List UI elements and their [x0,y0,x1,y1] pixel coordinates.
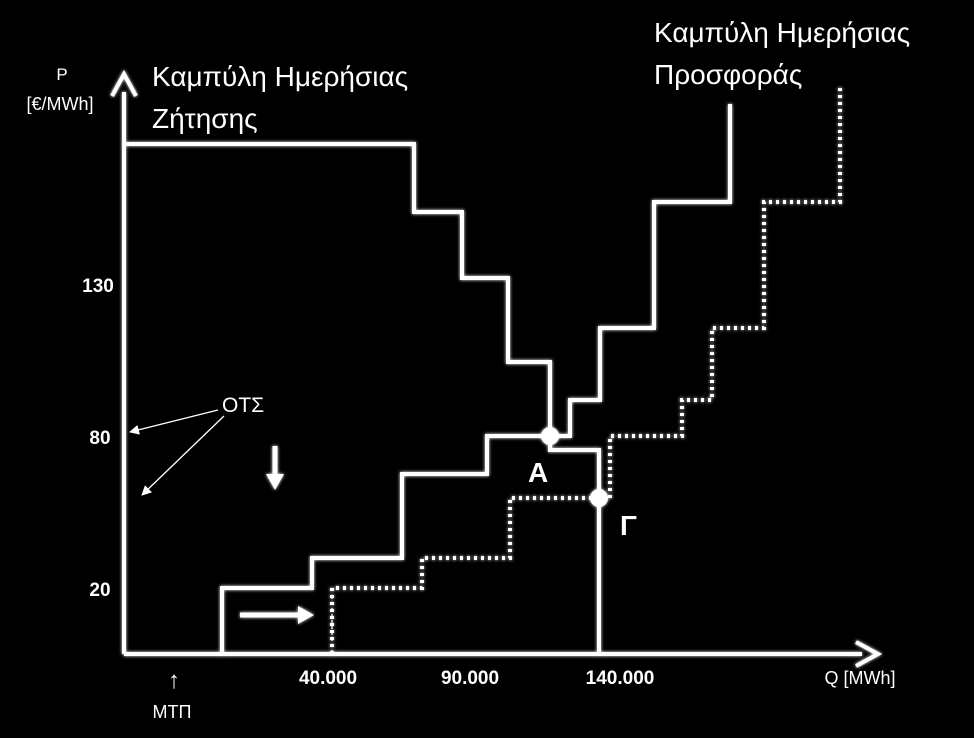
supply-title-line1: Καμπύλη Ημερήσιας [654,17,910,48]
y-axis-label-top: P [56,65,67,84]
supply-curve-original [220,104,732,654]
demand-curve-lower [548,436,601,654]
price-down-arrow-icon [266,446,284,490]
mtp-label: ΜΤΠ [153,702,192,722]
supply-title-line2: Προσφοράς [654,59,802,90]
axes [110,69,883,668]
demand-curve [124,142,552,436]
point-g-label: Γ [620,510,637,541]
demand-title-line1: Καμπύλη Ημερήσιας [152,61,408,92]
ots-callout-line-upper [129,409,219,435]
point-a-label: Α [528,457,548,488]
mtp-arrow-icon: ↑ [168,667,180,694]
supply-shift-right-arrow-icon [240,606,314,624]
demand-title-line2: Ζήτησης [152,103,258,134]
x-tick-40000: 40.000 [299,668,357,689]
y-axis-arrow-icon [110,69,138,97]
x-tick-90000: 90.000 [441,668,499,689]
supply-curve-shifted [330,88,842,654]
y-axis-label-unit: [€/MWh] [26,94,93,114]
ots-callout-line-lower [141,415,225,496]
ots-label: ΟΤΣ [222,394,264,417]
x-axis-label: Q [MWh] [825,668,896,688]
x-tick-140000: 140.000 [586,668,655,689]
y-tick-80: 80 [89,428,110,449]
y-tick-130: 130 [82,276,114,297]
equilibrium-point-g [590,489,608,507]
y-tick-20: 20 [89,580,110,601]
x-axis-arrow-icon [855,640,883,668]
equilibrium-point-a [541,427,559,445]
